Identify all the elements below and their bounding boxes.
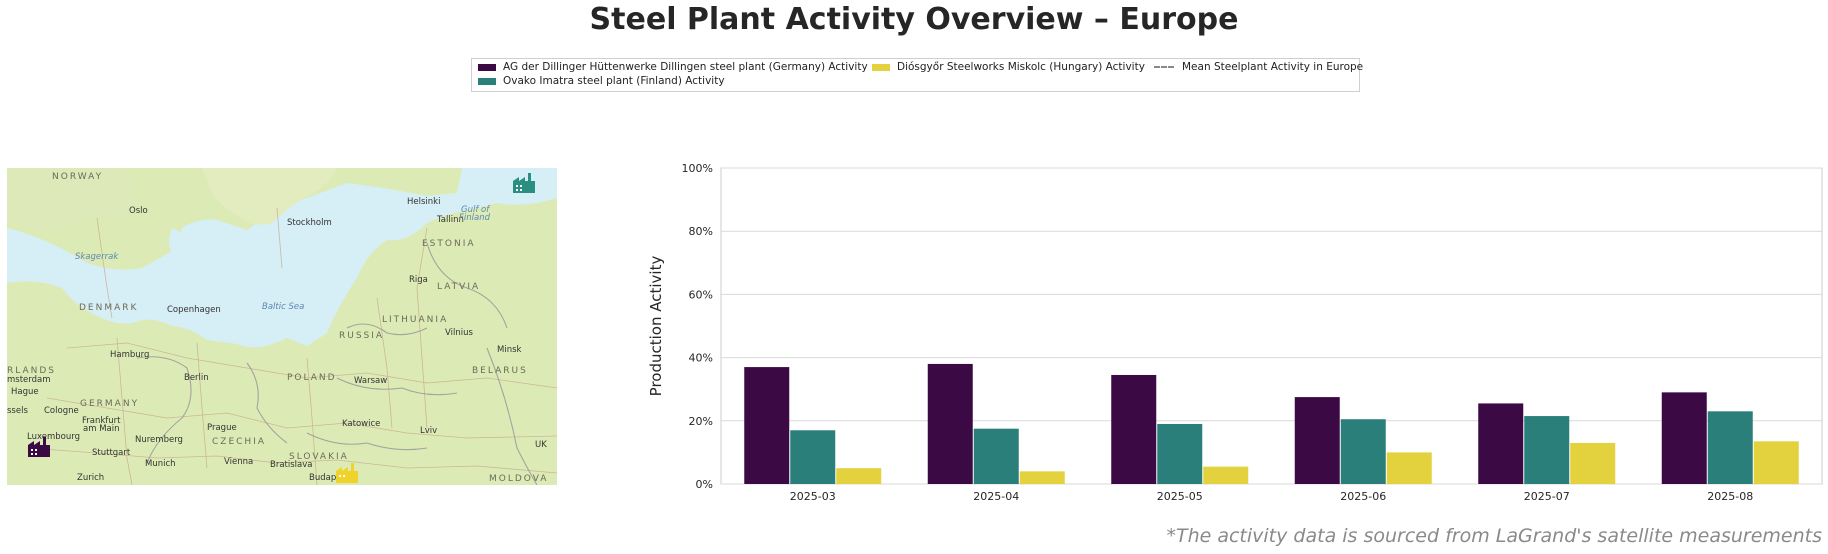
- legend-swatch-dillingen: [478, 63, 496, 71]
- plot-area: [720, 167, 1823, 485]
- page-title: Steel Plant Activity Overview – Europe: [589, 2, 1239, 37]
- map-label-katowice: Katowice: [342, 419, 381, 429]
- bar: [1157, 423, 1203, 484]
- factory-icon-imatra: [513, 173, 535, 193]
- y-tick-label: 0%: [696, 478, 713, 491]
- bar: [1386, 452, 1432, 484]
- map-label-belarus: BELARUS: [472, 366, 528, 376]
- map-label-estonia: ESTONIA: [422, 239, 476, 249]
- map-label-slovakia: SLOVAKIA: [289, 452, 349, 462]
- map-label-oslo: Oslo: [129, 206, 148, 216]
- y-tick-label: 60%: [689, 288, 713, 301]
- map-label-luxembourg: Luxembourg: [27, 432, 80, 442]
- map-label-riga: Riga: [409, 275, 428, 285]
- map-label-germany: GERMANY: [80, 399, 140, 409]
- legend-label-imatra: Ovako Imatra steel plant (Finland) Activ…: [503, 75, 725, 87]
- map-label-frankfurt: Frankfurt: [82, 416, 121, 426]
- legend-item-dillingen: AG der Dillinger Hüttenwerke Dillingen s…: [478, 61, 868, 73]
- legend-label-dillingen: AG der Dillinger Hüttenwerke Dillingen s…: [503, 61, 868, 73]
- map-label-nuremberg: Nuremberg: [135, 435, 183, 445]
- map-label-minsk: Minsk: [497, 345, 522, 355]
- legend-swatch-miskolc: [872, 63, 890, 71]
- bar: [1753, 441, 1799, 484]
- map-label-vilnius: Vilnius: [445, 328, 473, 338]
- map-label-lithuania: LITHUANIA: [382, 315, 449, 325]
- map-label-skagerrak: Skagerrak: [75, 252, 119, 262]
- x-tick-label: 2025-04: [973, 490, 1019, 500]
- map-label-finland: Finland: [459, 213, 490, 223]
- legend-item-imatra: Ovako Imatra steel plant (Finland) Activ…: [478, 75, 725, 87]
- map-label-prague: Prague: [207, 423, 237, 433]
- map-label-ammain: am Main: [83, 424, 120, 434]
- legend-swatch-imatra: [478, 77, 496, 85]
- map-label-cologne: Cologne: [44, 406, 79, 416]
- chart-legend: AG der Dillinger Hüttenwerke Dillingen s…: [471, 58, 1363, 92]
- bar: [1111, 374, 1157, 484]
- map-label-tallinn: Tallinn: [437, 215, 464, 225]
- map-label-warsaw: Warsaw: [354, 376, 388, 386]
- legend-swatch-mean: [1154, 66, 1174, 68]
- bar: [1019, 471, 1065, 484]
- map-label-moldova: MOLDOVA: [489, 474, 549, 484]
- legend-label-mean: Mean Steelplant Activity in Europe: [1182, 61, 1364, 73]
- bar: [1524, 416, 1570, 484]
- bar: [1707, 411, 1753, 484]
- bar: [1294, 397, 1340, 484]
- x-tick-label: 2025-08: [1707, 490, 1753, 500]
- map-label-latvia: LATVIA: [437, 282, 481, 292]
- map-label-berlin: Berlin: [184, 373, 209, 383]
- map-label-hamburg: Hamburg: [110, 350, 150, 360]
- factory-icon-dillingen: [28, 437, 50, 457]
- map-label-hague: Hague: [11, 387, 39, 397]
- bar: [744, 367, 790, 484]
- map-label-ukr: UK: [535, 440, 547, 450]
- map-label-zurich: Zurich: [77, 473, 105, 483]
- map-label-stockholm: Stockholm: [287, 218, 332, 228]
- factory-icon-miskolc: [336, 463, 358, 483]
- bar: [790, 430, 836, 484]
- data-source-footnote: *The activity data is sourced from LaGra…: [1166, 525, 1822, 547]
- map-label-budapest: Budapest: [309, 473, 350, 483]
- map-label-denmark: DENMARK: [79, 303, 139, 313]
- y-tick-label: 80%: [689, 225, 713, 238]
- europe-map: NORWAY Oslo Stockholm Helsinki Tallinn G…: [7, 168, 557, 485]
- bar: [1661, 392, 1707, 484]
- map-label-helsinki: Helsinki: [407, 197, 441, 207]
- bar: [1570, 442, 1616, 484]
- bar: [1340, 419, 1386, 484]
- x-tick-label: 2025-07: [1524, 490, 1570, 500]
- bar: [1478, 403, 1524, 484]
- bar: [1203, 466, 1249, 484]
- map-label-ssels: ssels: [7, 406, 28, 416]
- map-label-norway: NORWAY: [52, 172, 104, 182]
- map-label-czechia: CZECHIA: [212, 437, 266, 447]
- y-axis-label: Production Activity: [647, 256, 665, 397]
- x-tick-label: 2025-05: [1157, 490, 1203, 500]
- y-tick-label: 100%: [682, 162, 713, 175]
- legend-item-mean: Mean Steelplant Activity in Europe: [1154, 61, 1363, 73]
- x-tick-label: 2025-03: [790, 490, 836, 500]
- map-label-stuttgart: Stuttgart: [92, 448, 131, 458]
- map-label-baltic: Baltic Sea: [262, 302, 305, 312]
- map-label-russia: RUSSIA: [339, 331, 385, 341]
- map-label-amsterdam: msterdam: [7, 375, 51, 385]
- bar: [927, 363, 973, 484]
- map-label-bratislava: Bratislava: [270, 460, 313, 470]
- legend-item-miskolc: Diósgyőr Steelworks Miskolc (Hungary) Ac…: [872, 61, 1145, 73]
- map-label-munich: Munich: [145, 459, 176, 469]
- map-background: [7, 168, 557, 485]
- map-label-gulf: Gulf of: [461, 205, 490, 215]
- map-label-copenhagen: Copenhagen: [167, 305, 221, 315]
- legend-label-miskolc: Diósgyőr Steelworks Miskolc (Hungary) Ac…: [897, 61, 1145, 73]
- bar: [973, 428, 1019, 484]
- map-label-lviv: Lviv: [420, 426, 438, 436]
- y-tick-label: 20%: [689, 415, 713, 428]
- map-label-lands: RLANDS: [7, 366, 57, 376]
- bar: [836, 468, 882, 484]
- x-tick-label: 2025-06: [1340, 490, 1386, 500]
- map-label-poland: POLAND: [287, 373, 337, 383]
- activity-bar-chart: 0% 20% 40% 60% 80% 100% Production Activity 202…: [647, 162, 1823, 500]
- map-label-vienna: Vienna: [224, 457, 254, 467]
- y-tick-label: 40%: [689, 352, 713, 365]
